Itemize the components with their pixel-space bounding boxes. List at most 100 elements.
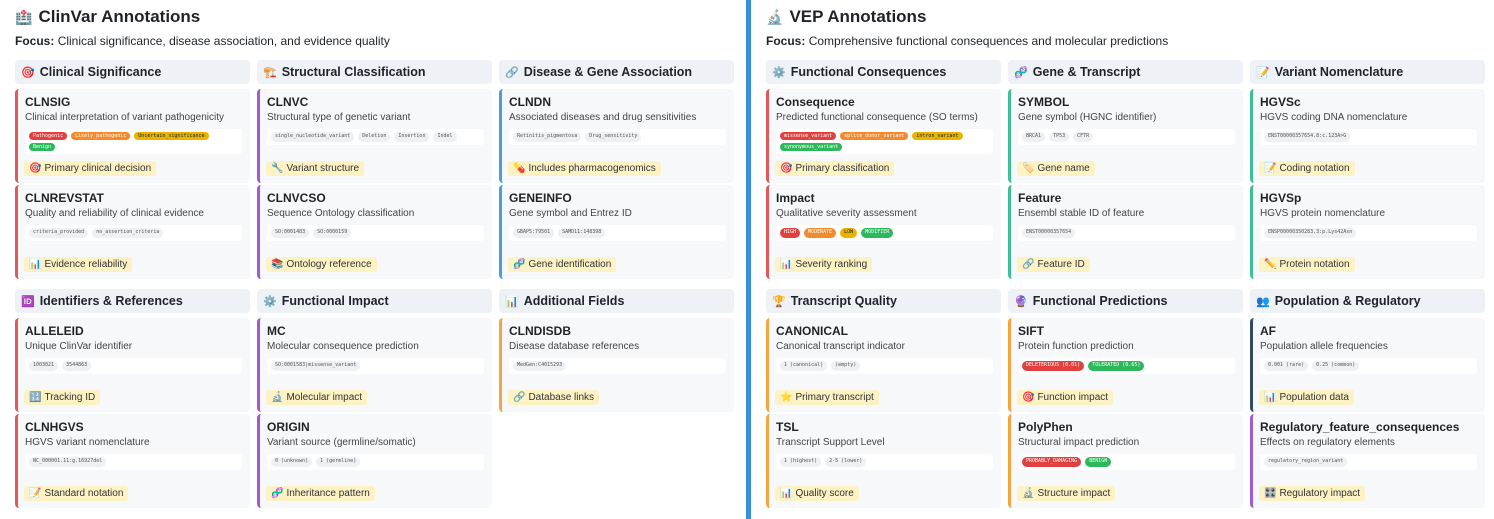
section-title: Functional Impact (281, 294, 389, 308)
section-population-regulatory: 👥 Population & Regulatory AF Population all… (1250, 289, 1485, 509)
note-icon: 📝 (29, 488, 42, 499)
clinvar-panel: 🏥 ClinVar Annotations Focus: Clinical si… (15, 4, 747, 508)
section-icon: 📊 (505, 295, 519, 308)
field-card-clnvcso[interactable]: CLNVCSO Sequence Ontology classification S… (257, 185, 492, 279)
value-tag: 0 (unknown) (271, 457, 313, 467)
field-card-clnsig[interactable]: CLNSIG Clinical interpretation of variant… (15, 89, 250, 183)
section-transcript-quality: 🏆 Transcript Quality CANONICAL Canonical tr… (766, 289, 1001, 509)
note-text: Regulatory impact (1279, 488, 1361, 499)
field-card-clnrevstat[interactable]: CLNREVSTAT Quality and reliability of cli… (15, 185, 250, 279)
panel-divider (746, 0, 751, 519)
field-name: CLNDN (509, 95, 551, 109)
focus-label: Focus: (15, 34, 55, 48)
vep-focus: Focus: Comprehensive functional conseque… (766, 32, 1494, 54)
value-tag: MODERATE (804, 228, 837, 238)
field-card-polyphen[interactable]: PolyPhen Structural impact prediction PROB… (1008, 414, 1243, 508)
note-icon: 📝 (1264, 163, 1277, 174)
field-card-canonical[interactable]: CANONICAL Canonical transcript indicator 1… (766, 318, 1001, 412)
field-card-geneinfo[interactable]: GENEINFO Gene symbol and Entrez ID GBAP5:7… (499, 185, 734, 279)
field-card-clnvc[interactable]: CLNVC Structural type of genetic variant s… (257, 89, 492, 183)
field-card-tsl[interactable]: TSL Transcript Support Level 1 (highest) 2-… (766, 414, 1001, 508)
field-card-hgvsp[interactable]: HGVSp HGVS protein nomenclature ENSP000003… (1250, 185, 1485, 279)
value-tag: synonymous_variant (780, 143, 843, 151)
field-note: 🧬 Inheritance pattern (266, 486, 375, 501)
field-values: HIGH MODERATE LOW MODIFIER (776, 225, 993, 241)
note-icon: 📚 (271, 259, 284, 270)
field-card-mc[interactable]: MC Molecular consequence prediction SO:000… (257, 318, 492, 412)
field-card-alleleid[interactable]: ALLELEID Unique ClinVar identifier 1003021… (15, 318, 250, 412)
value-tag: MODIFIER (861, 228, 894, 238)
section-gene-transcript: 🧬 Gene & Transcript SYMBOL Gene symbol (HGN… (1008, 60, 1243, 280)
clinvar-title: 🏥 ClinVar Annotations (15, 4, 747, 30)
field-card-feature[interactable]: Feature Ensembl stable ID of feature ENST0… (1008, 185, 1243, 279)
field-values: MedGen:C4015293 (509, 358, 726, 374)
field-name: CLNSIG (25, 95, 71, 109)
value-tag: TOLERATED (0.65) (1088, 361, 1145, 371)
field-note: 🏷️ Gene name (1017, 161, 1095, 176)
section-functional-predictions: 🔮 Functional Predictions SIFT Protein funct… (1008, 289, 1243, 509)
value-tag: regulatory_region_variant (1264, 457, 1348, 467)
field-card-consequence[interactable]: Consequence Predicted functional conseque… (766, 89, 1001, 183)
note-text: Protein notation (1279, 259, 1350, 270)
value-tag: ENST00000357654.8:c.123A>G (1264, 132, 1351, 142)
field-card-sift[interactable]: SIFT Protein function prediction DELETERIO… (1008, 318, 1243, 412)
field-card-hgvsc[interactable]: HGVSc HGVS coding DNA nomenclature ENST000… (1250, 89, 1485, 183)
section-variant-nomenclature: 📝 Variant Nomenclature HGVSc HGVS coding DN… (1250, 60, 1485, 280)
field-description: HGVS variant nomenclature (25, 437, 150, 448)
field-description: Disease database references (509, 341, 640, 352)
vep-panel: 🔬 VEP Annotations Focus: Comprehensive f… (751, 0, 1494, 519)
note-text: Primary transcript (795, 392, 874, 403)
field-name: CLNVC (267, 95, 309, 109)
note-icon: 🎯 (29, 163, 42, 174)
field-values: 1003021 3544863 (25, 358, 242, 374)
note-icon: ✏️ (1264, 259, 1277, 270)
field-card-clnhgvs[interactable]: CLNHGVS HGVS variant nomenclature NC_00000… (15, 414, 250, 508)
field-description: HGVS coding DNA nomenclature (1260, 112, 1408, 123)
value-tag: ENST00000357654 (1022, 228, 1076, 238)
field-note: 💊 Includes pharmacogenomics (508, 161, 661, 176)
field-card-clndisdb[interactable]: CLNDISDB Disease database references MedGe… (499, 318, 734, 412)
vep-title-text: VEP Annotations (789, 7, 927, 26)
value-tag: no_assertion_criteria (92, 228, 164, 238)
note-icon: 🎯 (780, 163, 793, 174)
section-title: Additional Fields (523, 294, 625, 308)
field-note: 📝 Standard notation (24, 486, 129, 501)
value-tag: BRCA1 (1022, 132, 1046, 142)
note-icon: 💊 (513, 163, 526, 174)
section-icon: ⚙️ (772, 66, 786, 79)
field-card-af[interactable]: AF Population allele frequencies 0.001 (ra… (1250, 318, 1485, 412)
field-description: Quality and reliability of clinical evid… (25, 208, 204, 219)
value-tag: 1 (germline) (316, 457, 361, 467)
value-tag: 1 (canonical) (780, 361, 828, 371)
value-tag: Pathogenic (29, 132, 68, 140)
field-card-regulatory-feature-consequences[interactable]: Regulatory_feature_consequences Effects o… (1250, 414, 1485, 508)
field-note: 🎯 Primary classification (775, 161, 895, 176)
field-name: ORIGIN (267, 420, 310, 434)
note-icon: 📊 (1264, 392, 1277, 403)
note-text: Severity ranking (795, 259, 868, 270)
field-description: Structural type of genetic variant (267, 112, 411, 123)
note-icon: 🔢 (29, 392, 42, 403)
section-title: Disease & Gene Association (523, 65, 693, 79)
field-name: HGVSp (1260, 191, 1302, 205)
section-icon: ⚙️ (263, 295, 277, 308)
value-tag: Indel (433, 132, 457, 142)
note-text: Variant structure (286, 163, 360, 174)
value-tag: BENIGN (1085, 457, 1112, 467)
value-tag: 3544863 (62, 361, 92, 371)
value-tag: 1 (highest) (780, 457, 822, 467)
field-note: 🔬 Molecular impact (266, 390, 368, 405)
field-name: Consequence (776, 95, 855, 109)
field-values: criteria_provided no_assertion_criteria (25, 225, 242, 241)
field-card-impact[interactable]: Impact Qualitative severity assessment HIG… (766, 185, 1001, 279)
note-text: Gene identification (528, 259, 612, 270)
field-card-origin[interactable]: ORIGIN Variant source (germline/somatic) 0… (257, 414, 492, 508)
field-note: ⭐ Primary transcript (775, 390, 879, 405)
field-card-symbol[interactable]: SYMBOL Gene symbol (HGNC identifier) BRCA1… (1008, 89, 1243, 183)
section-header: 🎯 Clinical Significance (15, 60, 250, 84)
field-name: CLNVCSO (267, 191, 326, 205)
section-header: 🔮 Functional Predictions (1008, 289, 1243, 313)
field-note: 📊 Population data (1259, 390, 1354, 405)
note-text: Function impact (1037, 392, 1109, 403)
field-card-clndn[interactable]: CLNDN Associated diseases and drug sensit… (499, 89, 734, 183)
